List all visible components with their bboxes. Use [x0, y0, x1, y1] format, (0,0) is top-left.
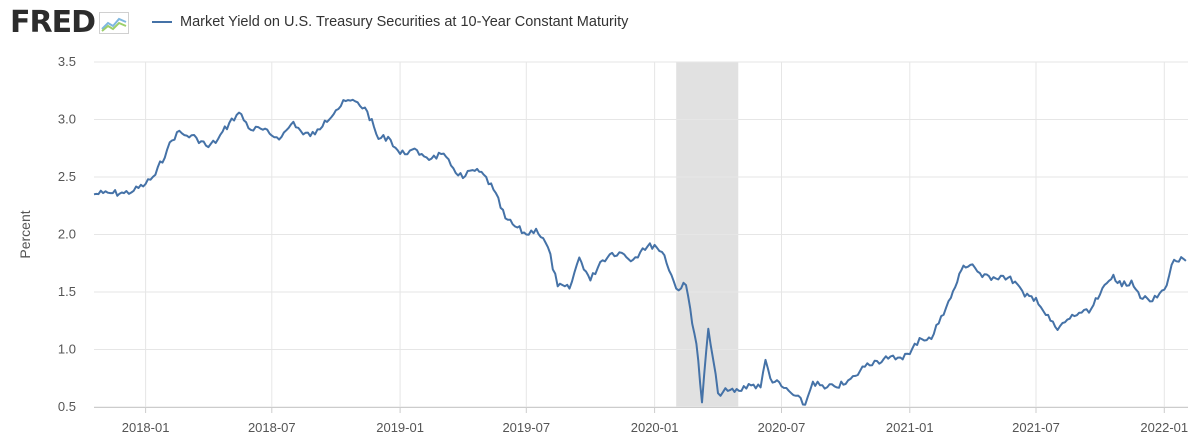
x-axis-ticks: 2018-01 2018-07 2019-01 2019-07 2020-01 2020-… — [94, 407, 1188, 435]
series-line — [93, 98, 1187, 406]
y-tick-label: 1.5 — [58, 284, 76, 299]
chart-header: FRED Market Yield on U.S. Treasury Secur… — [0, 0, 1200, 48]
x-tick-label: 2019-01 — [376, 420, 424, 435]
legend-label: Market Yield on U.S. Treasury Securities… — [180, 14, 629, 30]
legend-swatch — [152, 21, 172, 23]
x-tick-label: 2022-01 — [1140, 420, 1188, 435]
x-tick-label: 2018-07 — [248, 420, 296, 435]
x-tick-label: 2020-07 — [758, 420, 806, 435]
y-tick-label: 2.5 — [58, 169, 76, 184]
fred-brand-text: FRED — [10, 5, 96, 40]
x-tick-label: 2019-07 — [502, 420, 550, 435]
x-tick-label: 2020-01 — [631, 420, 679, 435]
x-tick-label: 2021-01 — [886, 420, 934, 435]
y-axis-title: Percent — [17, 210, 33, 258]
y-tick-label: 1.0 — [58, 342, 76, 357]
gridlines — [94, 61, 1188, 408]
chart-legend: Market Yield on U.S. Treasury Securities… — [152, 14, 628, 30]
fred-chart-logo-icon — [99, 12, 129, 34]
y-tick-label: 2.0 — [58, 227, 76, 242]
y-axis-ticks: 0.5 1.0 1.5 2.0 2.5 3.0 3.5 — [58, 54, 76, 414]
y-tick-label: 0.5 — [58, 399, 76, 414]
y-tick-label: 3.0 — [58, 112, 76, 127]
x-tick-label: 2021-07 — [1012, 420, 1060, 435]
fred-logo[interactable]: FRED — [10, 6, 129, 40]
y-tick-label: 3.5 — [58, 54, 76, 69]
x-tick-label: 2018-01 — [122, 420, 170, 435]
series-layer — [93, 98, 1187, 406]
